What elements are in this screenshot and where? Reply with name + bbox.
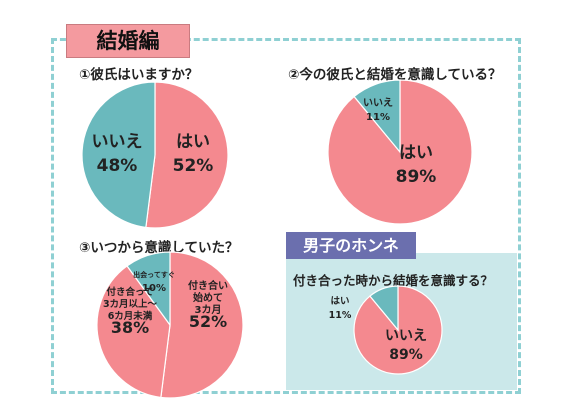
slice-label: はい xyxy=(330,296,349,307)
slice-value-label: 52% xyxy=(173,156,214,176)
pie-slice xyxy=(126,251,171,327)
pie-slice xyxy=(160,251,244,399)
dashed-frame xyxy=(51,38,521,394)
male-section-title: 男子のホンネ xyxy=(286,232,416,259)
slice-label: はい xyxy=(176,132,210,152)
slice-label: いいえ xyxy=(363,97,393,109)
chart-title-q2: ②今の彼氏と結婚を意識している？ xyxy=(288,67,502,83)
pie-slice xyxy=(353,79,401,154)
slice-label: はい xyxy=(399,143,433,163)
slice-label: 始めて xyxy=(193,291,223,304)
slice-label: 6カ月未満 xyxy=(108,310,153,322)
slice-label: 3カ月以上～ xyxy=(103,298,158,310)
slice-value-label: 89% xyxy=(389,347,423,363)
chart-title-q4: 付き合った時から結婚を意識する？ xyxy=(293,273,494,288)
slice-value-label: 38% xyxy=(111,318,149,337)
slice-value-label: 52% xyxy=(189,312,227,331)
page-title: 結婚編 xyxy=(66,24,190,58)
chart-title-q1: ①彼氏はいますか？ xyxy=(79,67,199,83)
chart-title-q3: ③いつから意識していた？ xyxy=(79,240,239,256)
pie-slice xyxy=(96,265,171,399)
pie-slice xyxy=(81,81,156,229)
slice-label: 付き合って xyxy=(106,286,153,298)
slice-value-label: 89% xyxy=(396,167,437,187)
pie-slice xyxy=(145,81,229,229)
slice-label: 付き合い xyxy=(188,279,228,292)
slice-value-label: 11% xyxy=(366,112,390,123)
slice-label: いいえ xyxy=(92,132,143,152)
slice-value-label: 11% xyxy=(329,310,352,321)
pie-chart-2: はい 89% いいえ 11% xyxy=(327,79,473,225)
slice-label: 3カ月 xyxy=(195,304,222,316)
slice-value-label: 10% xyxy=(142,283,166,294)
pie-chart-1: はい 52% いいえ 48% xyxy=(81,81,229,229)
slice-label: いいえ xyxy=(385,328,427,344)
pie-chart-4: いいえ 89% はい 11% xyxy=(329,285,443,375)
pie-slice xyxy=(369,285,399,332)
slice-value-label: 48% xyxy=(97,156,138,176)
slice-label: 出会ってすぐ xyxy=(133,270,175,279)
